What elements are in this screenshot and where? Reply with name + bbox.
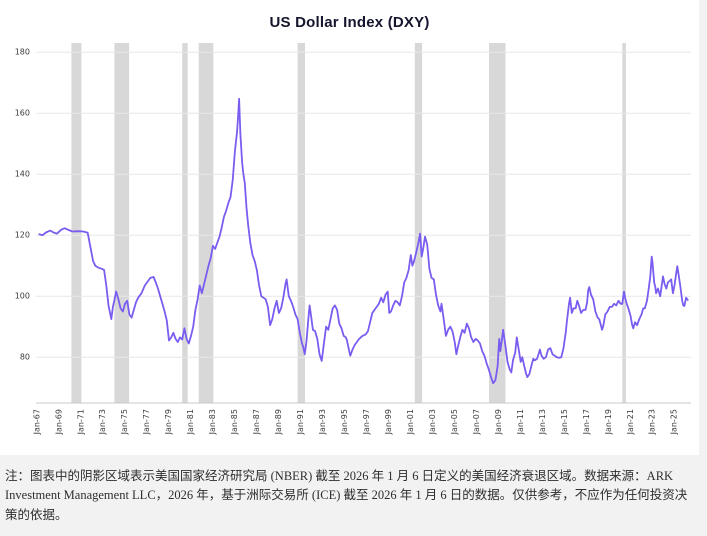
svg-text:120: 120 bbox=[15, 231, 30, 240]
svg-text:Jan-13: Jan-13 bbox=[538, 409, 547, 435]
svg-text:Jan-19: Jan-19 bbox=[604, 409, 613, 435]
svg-text:80: 80 bbox=[20, 353, 30, 362]
svg-text:Jan-01: Jan-01 bbox=[406, 409, 415, 435]
svg-text:Jan-17: Jan-17 bbox=[582, 409, 591, 435]
svg-text:Jan-11: Jan-11 bbox=[516, 409, 525, 435]
svg-text:Jan-85: Jan-85 bbox=[230, 409, 239, 435]
svg-text:Jan-69: Jan-69 bbox=[54, 409, 63, 435]
svg-text:Jan-73: Jan-73 bbox=[98, 409, 107, 435]
svg-text:Jan-03: Jan-03 bbox=[428, 409, 437, 435]
svg-text:Jan-23: Jan-23 bbox=[648, 409, 657, 435]
svg-text:Jan-93: Jan-93 bbox=[318, 409, 327, 435]
chart-title: US Dollar Index (DXY) bbox=[269, 14, 430, 31]
svg-text:140: 140 bbox=[15, 170, 30, 179]
svg-text:160: 160 bbox=[15, 109, 30, 118]
svg-text:Jan-75: Jan-75 bbox=[120, 409, 129, 435]
svg-text:Jan-71: Jan-71 bbox=[76, 409, 85, 435]
svg-text:Jan-87: Jan-87 bbox=[252, 409, 261, 435]
dxy-chart-figure: US Dollar Index (DXY) 80 100 120 140 160 180 J… bbox=[0, 0, 699, 455]
svg-text:Jan-15: Jan-15 bbox=[560, 409, 569, 435]
svg-text:Jan-67: Jan-67 bbox=[32, 409, 41, 435]
svg-text:Jan-25: Jan-25 bbox=[670, 409, 679, 435]
svg-text:100: 100 bbox=[15, 292, 30, 301]
svg-text:Jan-91: Jan-91 bbox=[296, 409, 305, 435]
svg-text:Jan-09: Jan-09 bbox=[494, 409, 503, 435]
dxy-line-chart: 80 100 120 140 160 180 Jan-67 Jan-69 Jan-71 Jan-7… bbox=[15, 43, 691, 435]
svg-text:Jan-05: Jan-05 bbox=[450, 409, 459, 435]
svg-text:180: 180 bbox=[15, 48, 30, 57]
svg-text:Jan-83: Jan-83 bbox=[208, 409, 217, 435]
svg-text:Jan-81: Jan-81 bbox=[186, 409, 195, 435]
svg-text:Jan-77: Jan-77 bbox=[142, 409, 151, 435]
svg-text:Jan-99: Jan-99 bbox=[384, 409, 393, 435]
footnote: 注：图表中的阴影区域表示美国国家经济研究局 (NBER) 截至 2026 年 1… bbox=[5, 469, 688, 522]
svg-text:Jan-21: Jan-21 bbox=[626, 409, 635, 435]
svg-text:Jan-07: Jan-07 bbox=[472, 409, 481, 435]
svg-text:Jan-79: Jan-79 bbox=[164, 409, 173, 435]
svg-text:Jan-89: Jan-89 bbox=[274, 409, 283, 435]
svg-text:Jan-95: Jan-95 bbox=[340, 409, 349, 435]
svg-text:Jan-97: Jan-97 bbox=[362, 409, 371, 435]
